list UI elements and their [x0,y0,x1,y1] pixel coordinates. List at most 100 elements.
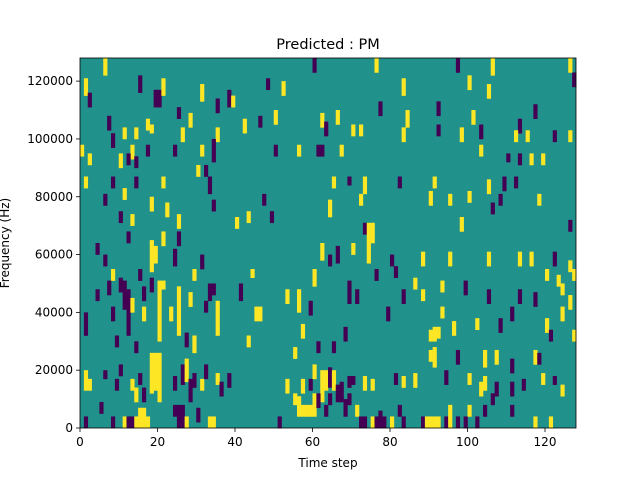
heatmap-cell [320,112,325,128]
heatmap-cell [502,176,507,192]
heatmap-cell [173,404,178,417]
heatmap-cell [297,289,302,313]
heatmap-cell [432,347,437,368]
heatmap-cell [494,349,499,365]
heatmap-cell [378,410,383,429]
heatmap-cell [149,124,154,134]
heatmap-cell [180,404,185,429]
heatmap-cell [467,75,472,91]
heatmap-cell [118,364,123,377]
heatmap-cell [393,373,399,385]
heatmap-cell [347,375,352,388]
heatmap-cell [572,329,577,342]
heatmap-cell [397,176,402,189]
heatmap-cell [448,404,453,417]
x-tick-label: 100 [456,435,479,449]
heatmap-cell [83,370,89,391]
heatmap-cell [87,378,92,391]
heatmap-cell [87,153,92,166]
heatmap-cell [111,416,116,429]
heatmap-cell [331,176,337,189]
heatmap-cell [184,416,189,429]
heatmap-cell [242,118,247,134]
heatmap-cell [114,335,120,348]
y-tick-label: 100000 [27,132,73,146]
heatmap-cell [347,176,352,186]
x-tick-label: 40 [227,435,242,449]
heatmap-cell [463,280,468,296]
heatmap-cell [521,378,526,391]
heatmap-cell [529,153,534,166]
heatmap-cell [324,370,329,391]
heatmap-cell [475,416,480,429]
heatmap-cell [463,416,468,429]
heatmap-cell [483,404,488,417]
heatmap-cell [467,404,472,417]
heatmap-cell [401,375,406,388]
heatmap-cell [514,176,519,189]
heatmap-cell [510,404,515,417]
heatmap-cell [188,292,193,307]
heatmap-cell [196,164,201,177]
heatmap-cell [173,248,178,267]
heatmap-cell [324,404,329,417]
heatmap-cell [111,133,116,148]
heatmap-cell [498,193,503,206]
heatmap-cell [316,341,321,354]
heatmap-cell [200,84,205,102]
heatmap-cell [126,416,131,429]
heatmap-cell [548,416,554,429]
heatmap-cell [188,378,193,403]
heatmap-cell [421,251,426,267]
heatmap-cell [204,364,209,380]
heatmap-cell [87,92,92,108]
heatmap-cell [545,318,550,333]
y-tick-label: 40000 [35,305,73,319]
heatmap-cell [118,277,123,293]
heatmap-cell [161,231,166,247]
x-tick-label: 120 [534,435,557,449]
heatmap-cell [510,306,515,322]
heatmap-cell [351,375,356,385]
heatmap-cell [386,306,391,322]
heatmap-cell [359,193,364,206]
heatmap-cell [370,378,375,391]
heatmap-cell [215,98,220,114]
plot-frame [79,57,577,429]
heatmap-cell [145,118,151,131]
heatmap-cell [134,156,139,169]
heatmap-cell [351,124,356,137]
heatmap-cell [149,240,154,273]
heatmap-cell [359,416,364,429]
heatmap-cell [312,269,317,287]
heatmap-cell [401,127,406,143]
heatmap-cell [378,101,383,117]
heatmap-cell [510,381,515,397]
heatmap-cell [258,306,263,322]
heatmap-cell [436,101,441,117]
heatmap-cell [455,349,461,365]
heatmap-cell [432,326,437,342]
heatmap-cell [235,216,240,229]
heatmap-cell [459,127,464,143]
heatmap-cell [440,280,445,293]
heatmap-cell [548,329,554,342]
heatmap-cell [153,89,158,108]
heatmap-cell [211,199,216,212]
heatmap-cell [176,107,182,119]
heatmap-cell [552,130,557,143]
heatmap-cell [273,144,278,157]
heatmap-cell [103,370,108,380]
heatmap-cell [390,254,395,267]
heatmap-cell [300,404,306,417]
heatmap-cell [80,144,85,157]
heatmap-cell [173,144,178,157]
heatmap-cell [204,164,209,177]
heatmap-cell [405,110,410,128]
heatmap-cell [192,373,197,388]
heatmap-cell [308,300,313,316]
y-tick-label: 60000 [35,248,73,262]
heatmap-cell [107,115,112,131]
heatmap-cell [103,193,108,206]
heatmap-cell [343,399,348,417]
